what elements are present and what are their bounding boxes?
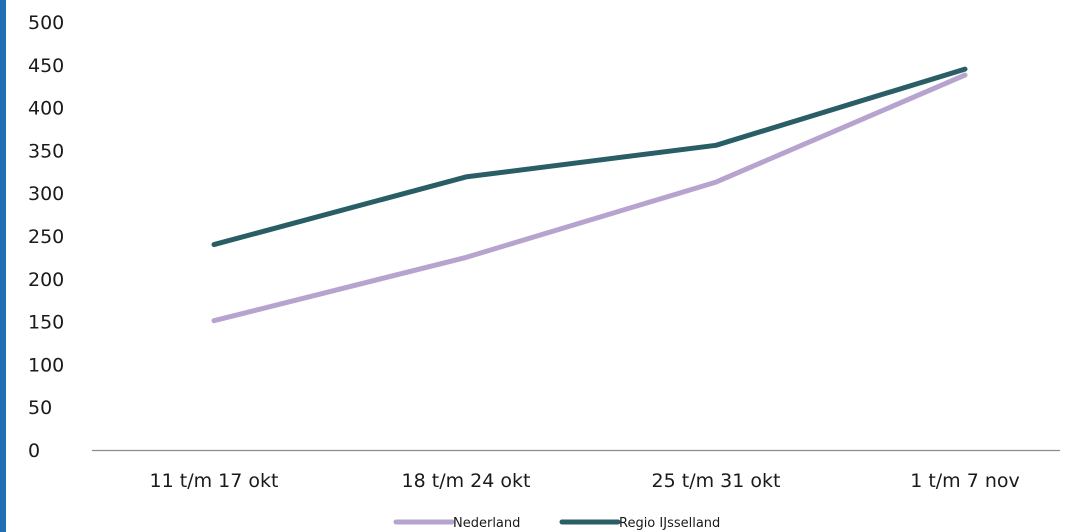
- x-tick-label: 18 t/m 24 okt: [402, 470, 531, 492]
- legend: Nederland Regio IJsselland: [393, 516, 720, 531]
- left-accent-bar: [0, 0, 6, 532]
- y-tick-label: 450: [28, 55, 64, 77]
- y-tick-label: 300: [28, 183, 64, 205]
- y-tick-label: 250: [28, 226, 64, 248]
- x-axis-ticks: 11 t/m 17 okt 18 t/m 24 okt 25 t/m 31 okt 1…: [150, 470, 1020, 492]
- y-tick-label: 150: [28, 312, 64, 334]
- y-axis-ticks: 0 50 100 150 200 250 300 350 400 450 500: [28, 12, 64, 462]
- legend-label-nederland: Nederland: [453, 516, 520, 531]
- y-tick-label: 200: [28, 269, 64, 291]
- x-tick-label: 11 t/m 17 okt: [150, 470, 279, 492]
- series-line-nederland: [211, 72, 968, 324]
- series-line-regio-ijsselland: [211, 66, 968, 248]
- y-tick-label: 50: [28, 397, 52, 419]
- x-tick-label: 25 t/m 31 okt: [652, 470, 781, 492]
- y-tick-label: 400: [28, 98, 64, 120]
- x-tick-label: 1 t/m 7 nov: [910, 470, 1020, 492]
- y-tick-label: 100: [28, 354, 64, 376]
- legend-label-regio-ijsselland: Regio IJsselland: [619, 516, 720, 531]
- y-tick-label: 350: [28, 140, 64, 162]
- y-tick-label: 0: [28, 440, 40, 462]
- y-tick-label: 500: [28, 12, 64, 34]
- series-lines: [211, 66, 968, 324]
